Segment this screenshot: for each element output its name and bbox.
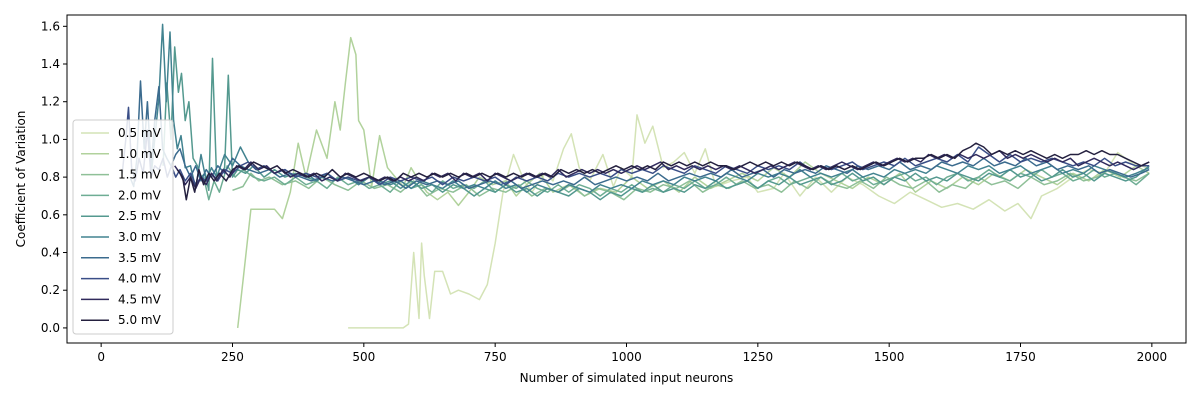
series-line-9 xyxy=(176,142,1150,201)
legend: 0.5 mV 1.0 mV 1.5 mV 2.0 mV 2.5 mV 3.0 mV 3.5 … xyxy=(72,119,174,335)
y-tick-label: 1.2 xyxy=(41,95,60,109)
legend-label: 1.5 mV xyxy=(118,168,162,182)
series-layer xyxy=(121,23,1150,329)
x-tick-label: 1000 xyxy=(611,350,642,364)
y-axis: 0.0 0.2 0.4 0.6 0.8 1.0 1.2 1.4 1.6 xyxy=(41,19,67,335)
series-line-0 xyxy=(348,114,1147,329)
series-line-8 xyxy=(174,149,1150,190)
x-axis: 0 250 500 750 1000 1250 1500 1750 2000 xyxy=(97,343,1167,364)
legend-label: 1.0 mV xyxy=(118,147,162,161)
x-tick-label: 2000 xyxy=(1137,350,1168,364)
x-tick-label: 1750 xyxy=(1005,350,1036,364)
legend-label: 0.5 mV xyxy=(118,126,162,140)
x-tick-label: 1500 xyxy=(874,350,905,364)
y-tick-label: 0.4 xyxy=(41,246,60,260)
legend-label: 4.0 mV xyxy=(118,272,162,286)
x-tick-label: 750 xyxy=(484,350,507,364)
series-line-5 xyxy=(150,23,1150,193)
legend-box xyxy=(72,119,174,335)
x-tick-label: 250 xyxy=(221,350,244,364)
y-axis-label: Coefficient of Variation xyxy=(14,111,28,248)
x-tick-label: 0 xyxy=(97,350,105,364)
y-tick-label: 0.2 xyxy=(41,283,60,297)
y-tick-label: 1.0 xyxy=(41,132,60,146)
legend-label: 2.5 mV xyxy=(118,209,162,223)
legend-label: 4.5 mV xyxy=(118,292,162,306)
y-tick-label: 0.6 xyxy=(41,208,60,222)
x-tick-label: 1250 xyxy=(743,350,774,364)
series-line-6 xyxy=(129,80,1150,190)
legend-label: 5.0 mV xyxy=(118,313,162,327)
plot-frame xyxy=(66,14,1187,344)
legend-label: 3.5 mV xyxy=(118,251,162,265)
x-tick-label: 500 xyxy=(352,350,375,364)
y-tick-label: 0.8 xyxy=(41,170,60,184)
legend-label: 2.0 mV xyxy=(118,188,162,202)
legend-label: 3.0 mV xyxy=(118,230,162,244)
x-axis-label: Number of simulated input neurons xyxy=(520,371,734,385)
y-tick-label: 0.0 xyxy=(41,321,60,335)
y-tick-label: 1.4 xyxy=(41,57,60,71)
y-tick-label: 1.6 xyxy=(41,19,60,33)
